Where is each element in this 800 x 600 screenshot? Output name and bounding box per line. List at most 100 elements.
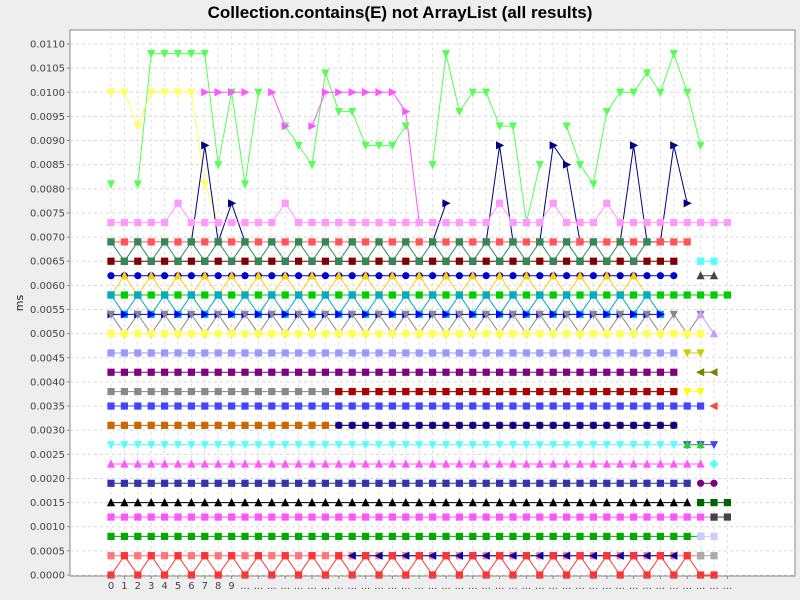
data-point <box>321 513 329 521</box>
data-point <box>267 310 276 319</box>
data-point <box>482 238 490 246</box>
data-point <box>240 310 250 319</box>
data-point <box>107 513 115 521</box>
data-point <box>401 310 410 319</box>
x-tick-label: ... <box>508 581 518 592</box>
data-point <box>589 513 597 521</box>
data-point <box>469 368 477 376</box>
data-point <box>348 107 357 117</box>
data-point <box>723 219 731 227</box>
data-point <box>281 387 289 396</box>
data-point <box>455 291 463 299</box>
data-point <box>268 349 276 357</box>
data-point <box>683 497 692 507</box>
data-point <box>562 310 571 319</box>
data-point <box>173 88 183 97</box>
data-point <box>697 402 705 410</box>
data-point <box>603 387 611 396</box>
data-point <box>455 387 463 396</box>
data-point <box>348 497 357 507</box>
data-point <box>348 368 356 376</box>
data-point <box>107 387 115 396</box>
data-point <box>683 440 692 449</box>
data-point <box>294 497 303 507</box>
data-point <box>161 330 169 338</box>
data-point <box>616 421 624 429</box>
data-point <box>455 257 463 265</box>
data-point <box>656 497 665 507</box>
data-point <box>214 272 222 280</box>
data-point <box>642 497 652 507</box>
data-point <box>147 479 155 487</box>
data-point <box>174 479 182 487</box>
data-point <box>335 532 343 540</box>
data-point <box>482 330 490 338</box>
data-point <box>147 219 155 227</box>
data-point <box>295 387 303 396</box>
data-point <box>630 421 638 429</box>
data-point <box>254 238 262 246</box>
data-point <box>670 387 678 396</box>
data-point <box>388 271 397 280</box>
data-point <box>295 421 303 429</box>
data-point <box>402 107 411 116</box>
data-point <box>670 291 678 299</box>
data-point <box>161 238 169 246</box>
data-point <box>334 459 343 468</box>
data-point <box>428 441 437 450</box>
data-point <box>173 459 183 468</box>
data-point <box>535 497 544 507</box>
data-point <box>214 310 223 319</box>
data-point <box>321 552 329 560</box>
data-point <box>161 571 169 579</box>
data-point <box>562 551 571 560</box>
data-point <box>147 402 155 410</box>
data-point <box>228 479 236 487</box>
data-point <box>683 552 691 560</box>
data-point <box>174 257 182 265</box>
data-point <box>295 349 303 357</box>
data-point <box>482 532 490 540</box>
x-tick-label: ... <box>723 581 733 592</box>
data-point <box>576 219 584 227</box>
data-point <box>187 272 195 280</box>
data-point <box>616 257 624 265</box>
data-point <box>228 349 236 357</box>
data-point <box>362 532 370 540</box>
data-point <box>107 552 115 560</box>
data-point <box>294 141 303 150</box>
x-tick-label: ... <box>656 581 666 592</box>
x-tick-label: ... <box>254 581 264 592</box>
data-point <box>522 513 530 521</box>
data-point <box>107 330 115 338</box>
data-point <box>348 513 356 521</box>
data-point <box>442 219 450 227</box>
data-point <box>107 219 115 227</box>
data-point <box>161 368 169 376</box>
data-point <box>576 238 584 246</box>
data-point <box>133 310 142 319</box>
y-tick-label: 0.0035 <box>30 402 65 413</box>
data-point <box>643 257 651 265</box>
data-point <box>482 368 490 376</box>
data-point <box>428 310 437 319</box>
data-point <box>362 310 371 319</box>
data-point <box>214 421 222 429</box>
data-point <box>134 571 142 579</box>
data-point <box>549 238 557 246</box>
data-point <box>603 238 611 246</box>
data-point <box>576 387 584 396</box>
data-point <box>321 532 329 540</box>
data-point <box>214 513 222 521</box>
data-point <box>334 271 343 280</box>
data-point <box>374 441 384 450</box>
data-point <box>656 257 664 265</box>
data-point <box>454 551 463 560</box>
data-point <box>563 571 571 579</box>
data-point <box>174 368 182 376</box>
data-point <box>174 421 182 429</box>
data-point <box>509 479 517 487</box>
data-point <box>509 257 517 265</box>
data-point <box>429 368 437 376</box>
data-point <box>295 330 303 338</box>
